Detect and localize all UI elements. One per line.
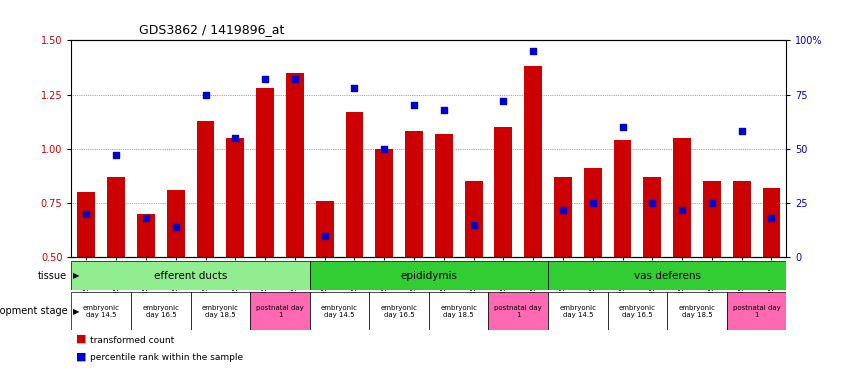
Point bbox=[735, 128, 748, 134]
Bar bbox=[673, 138, 691, 257]
Text: ▶: ▶ bbox=[73, 306, 80, 316]
Point bbox=[407, 103, 420, 109]
Point bbox=[497, 98, 510, 104]
Bar bbox=[429, 292, 489, 330]
Bar bbox=[614, 140, 632, 257]
Bar bbox=[554, 177, 572, 257]
Text: embryonic
day 18.5: embryonic day 18.5 bbox=[440, 305, 477, 318]
Point bbox=[526, 48, 540, 54]
Point bbox=[378, 146, 391, 152]
Bar bbox=[71, 261, 309, 290]
Bar bbox=[131, 292, 191, 330]
Text: embryonic
day 14.5: embryonic day 14.5 bbox=[82, 305, 119, 318]
Point bbox=[616, 124, 629, 130]
Bar bbox=[197, 121, 214, 257]
Text: development stage: development stage bbox=[0, 306, 67, 316]
Point bbox=[586, 200, 600, 206]
Point bbox=[467, 222, 480, 228]
Bar bbox=[167, 190, 185, 257]
Bar bbox=[77, 192, 95, 257]
Bar bbox=[727, 292, 786, 330]
Text: epididymis: epididymis bbox=[400, 270, 458, 281]
Text: embryonic
day 14.5: embryonic day 14.5 bbox=[559, 305, 596, 318]
Bar bbox=[584, 168, 601, 257]
Point bbox=[288, 76, 302, 83]
Bar bbox=[191, 292, 251, 330]
Point bbox=[169, 224, 182, 230]
Point bbox=[318, 233, 331, 239]
Bar bbox=[667, 292, 727, 330]
Bar bbox=[137, 214, 155, 257]
Text: GDS3862 / 1419896_at: GDS3862 / 1419896_at bbox=[139, 23, 284, 36]
Point bbox=[705, 200, 718, 206]
Text: ■: ■ bbox=[76, 334, 86, 344]
Point bbox=[646, 200, 659, 206]
Bar bbox=[495, 127, 512, 257]
Bar bbox=[286, 73, 304, 257]
Text: ▶: ▶ bbox=[73, 271, 80, 280]
Bar bbox=[703, 181, 721, 257]
Point bbox=[258, 76, 272, 83]
Bar bbox=[607, 292, 667, 330]
Point bbox=[347, 85, 361, 91]
Bar bbox=[375, 149, 393, 257]
Bar bbox=[435, 134, 452, 257]
Text: transformed count: transformed count bbox=[90, 336, 174, 345]
Text: embryonic
day 18.5: embryonic day 18.5 bbox=[202, 305, 239, 318]
Bar bbox=[369, 292, 429, 330]
Point bbox=[556, 207, 569, 213]
Bar bbox=[464, 181, 483, 257]
Text: embryonic
day 14.5: embryonic day 14.5 bbox=[321, 305, 358, 318]
Text: ■: ■ bbox=[76, 351, 86, 361]
Bar bbox=[71, 292, 131, 330]
Point bbox=[675, 207, 689, 213]
Point bbox=[437, 107, 451, 113]
Point bbox=[80, 211, 93, 217]
Text: postnatal day
1: postnatal day 1 bbox=[733, 305, 780, 318]
Bar bbox=[763, 188, 780, 257]
Bar bbox=[251, 292, 309, 330]
Point bbox=[140, 215, 153, 221]
Bar bbox=[548, 292, 607, 330]
Text: embryonic
day 16.5: embryonic day 16.5 bbox=[142, 305, 179, 318]
Text: postnatal day
1: postnatal day 1 bbox=[257, 305, 304, 318]
Bar bbox=[315, 201, 334, 257]
Bar bbox=[107, 177, 125, 257]
Bar bbox=[309, 261, 548, 290]
Bar bbox=[489, 292, 548, 330]
Text: postnatal day
1: postnatal day 1 bbox=[495, 305, 542, 318]
Bar bbox=[405, 131, 423, 257]
Bar bbox=[733, 181, 750, 257]
Point bbox=[198, 91, 212, 98]
Point bbox=[229, 135, 242, 141]
Point bbox=[764, 215, 778, 221]
Text: embryonic
day 16.5: embryonic day 16.5 bbox=[619, 305, 656, 318]
Bar bbox=[643, 177, 661, 257]
Text: embryonic
day 16.5: embryonic day 16.5 bbox=[381, 305, 418, 318]
Bar bbox=[524, 66, 542, 257]
Text: tissue: tissue bbox=[38, 270, 67, 281]
Bar bbox=[226, 138, 244, 257]
Text: vas deferens: vas deferens bbox=[633, 270, 701, 281]
Bar bbox=[309, 292, 369, 330]
Text: embryonic
day 18.5: embryonic day 18.5 bbox=[679, 305, 716, 318]
Bar bbox=[548, 261, 786, 290]
Bar bbox=[257, 88, 274, 257]
Point bbox=[109, 152, 123, 158]
Bar bbox=[346, 112, 363, 257]
Text: percentile rank within the sample: percentile rank within the sample bbox=[90, 353, 243, 362]
Text: efferent ducts: efferent ducts bbox=[154, 270, 227, 281]
